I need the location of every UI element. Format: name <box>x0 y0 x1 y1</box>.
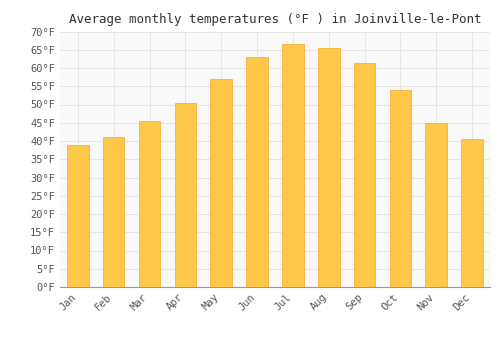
Bar <box>210 79 232 287</box>
Bar <box>318 48 340 287</box>
Bar <box>174 103 196 287</box>
Bar <box>462 139 483 287</box>
Bar <box>139 121 160 287</box>
Bar <box>426 123 447 287</box>
Bar <box>103 137 124 287</box>
Bar <box>354 63 376 287</box>
Bar <box>246 57 268 287</box>
Bar <box>67 145 88 287</box>
Title: Average monthly temperatures (°F ) in Joinville-le-Pont: Average monthly temperatures (°F ) in Jo… <box>69 13 481 26</box>
Bar <box>282 44 304 287</box>
Bar <box>390 90 411 287</box>
